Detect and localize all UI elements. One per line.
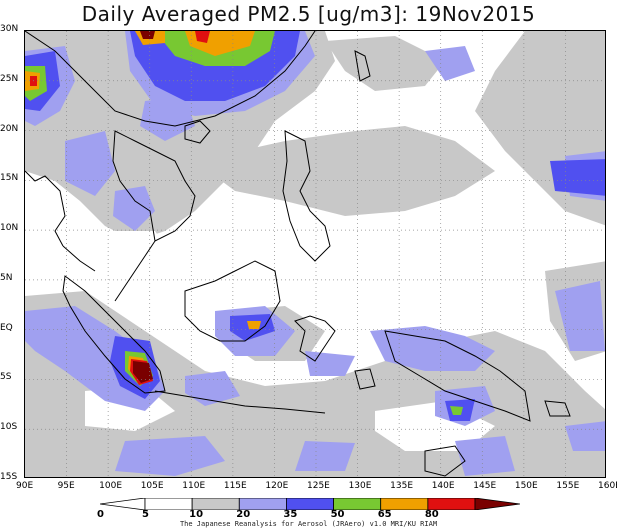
pm25-field-clear [65,231,495,451]
colorbar [100,498,520,510]
colorbar-level-label: 0 [97,509,104,520]
colorbar-cell [144,498,193,510]
map-gridlines [25,31,605,477]
credit-line: The Japanese Reanalysis for Aerosol (JRA… [179,520,438,528]
lat-tick-label: 15S [0,472,18,482]
lon-tick-label: 135E [390,481,414,491]
colorbar-level-label: 35 [283,509,298,520]
lon-tick-label: 110E [182,481,206,491]
lon-tick-label: 100E [99,481,123,491]
colorbar-lower-arrow [100,498,146,510]
colorbar-level-label: 65 [377,509,392,520]
lon-tick-label: 130E [348,481,372,491]
colorbar-level-label: 80 [424,509,439,520]
lat-tick-label: 10N [0,223,19,234]
lat-tick-label: 5N [0,272,13,283]
lon-tick-label: 140E [431,481,455,491]
lat-tick-label: 20N [0,123,19,134]
colorbar-level-label: 50 [330,509,345,520]
pm25-field-darkred [133,31,155,383]
colorbar-level-label: 20 [236,509,251,520]
pm25-map [25,31,605,477]
lat-tick-label: 25N [0,73,19,84]
lat-tick-label: EQ [0,322,13,333]
colorbar-level-label: 10 [189,509,204,520]
lon-tick-label: 125E [307,481,330,491]
lon-tick-label: 150E [514,481,538,491]
lon-tick-label: 145E [473,481,497,491]
lon-tick-label: 120E [265,481,289,491]
map-panel [24,30,606,478]
lon-tick-label: 160E [598,481,617,491]
lon-tick-label: 90E [16,481,34,491]
lat-tick-label: 5S [0,372,12,383]
map-title: Daily Averaged PM2.5 [ug/m3]: 19Nov2015 [81,2,536,26]
lon-tick-label: 105E [140,481,164,491]
lon-tick-label: 155E [556,481,580,491]
lon-tick-label: 115E [223,481,247,491]
colorbar-upper-arrow [474,498,520,510]
lat-tick-label: 10S [0,422,18,433]
colorbar-level-label: 5 [142,509,149,520]
lat-tick-label: 15N [0,173,19,184]
coastlines [25,31,571,477]
lon-tick-label: 95E [57,481,75,491]
lat-tick-label: 30N [0,24,19,34]
